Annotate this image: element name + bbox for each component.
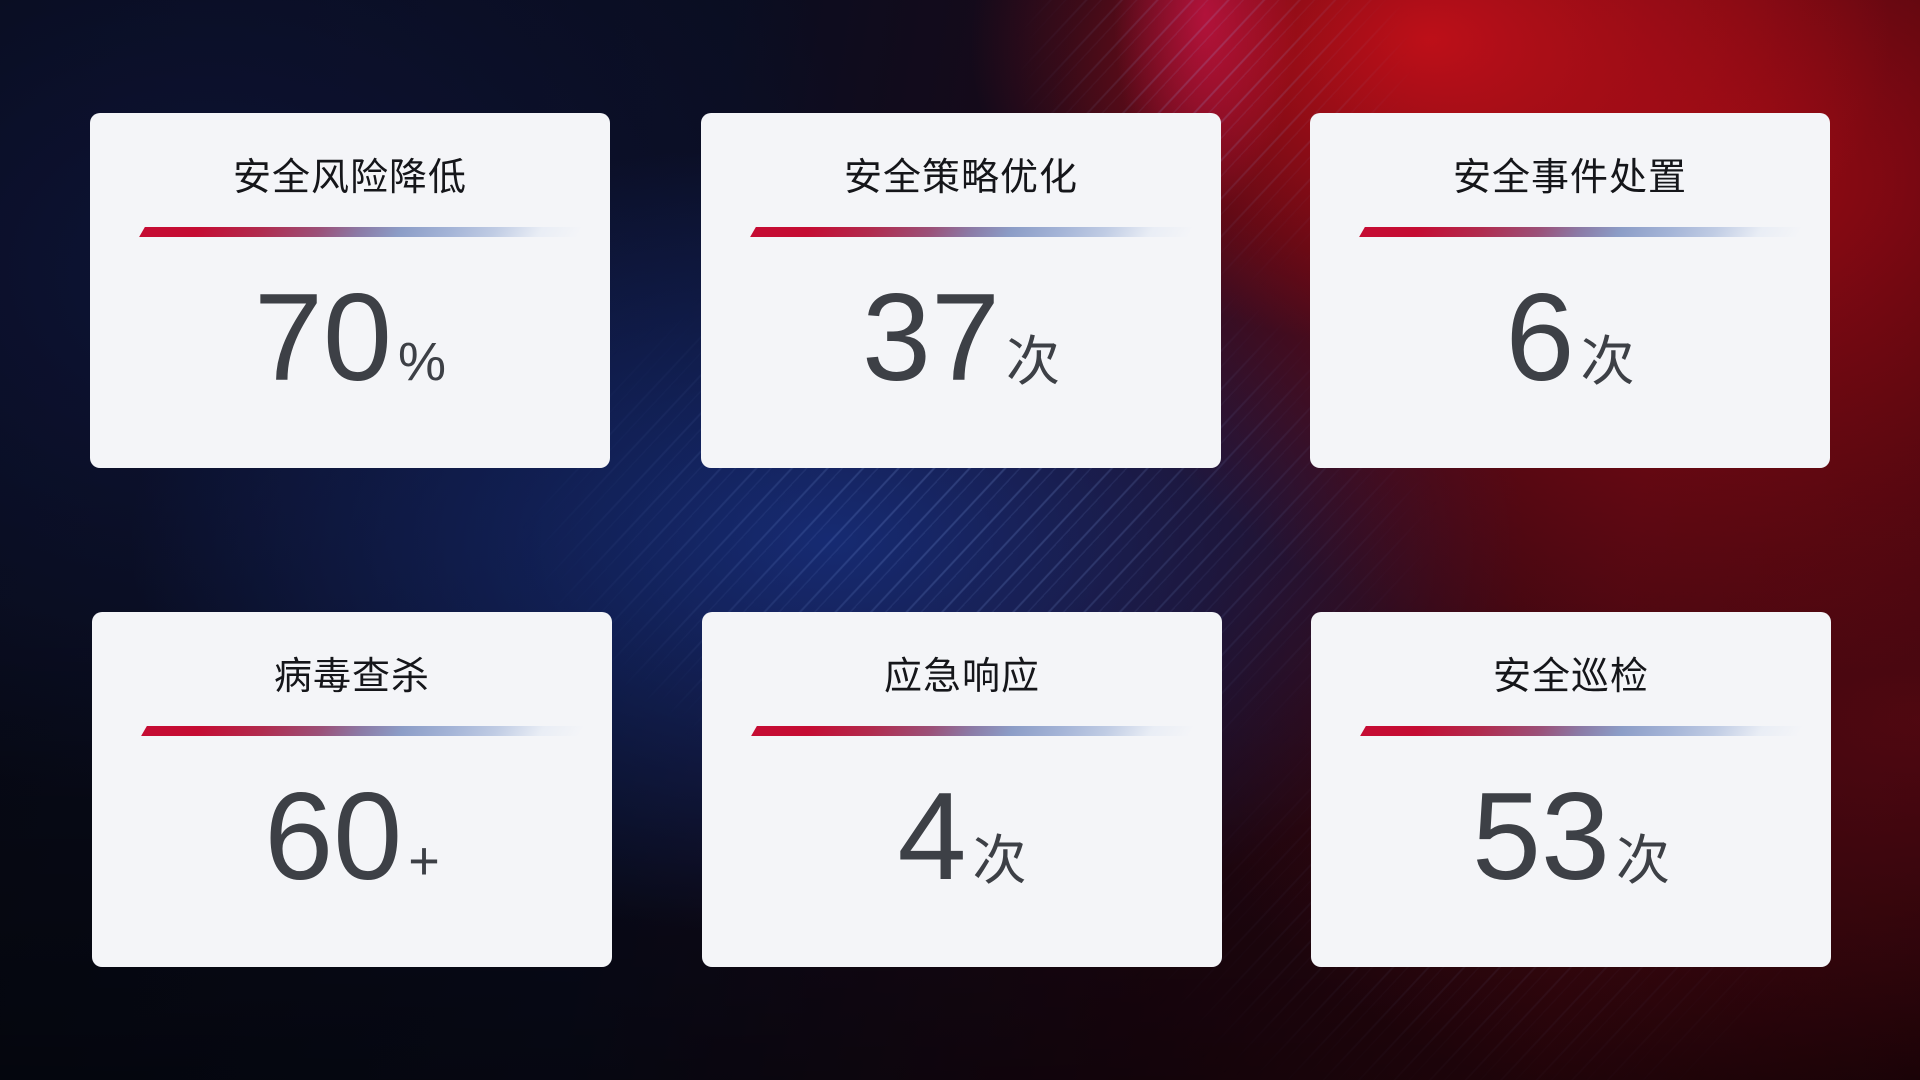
card-value: 37 [862,269,1000,407]
card-value-row: 37 次 [701,276,1221,400]
card-title: 应急响应 [883,656,1040,698]
card-value-row: 4 次 [702,775,1222,899]
card-divider [1359,227,1817,237]
card-title: 安全策略优化 [843,157,1078,199]
stat-card-security-inspection: 安全巡检 53 次 [1311,612,1831,967]
card-unit: + [408,831,440,891]
card-divider [751,726,1209,736]
card-title: 病毒查杀 [273,656,430,698]
card-value: 53 [1472,768,1610,906]
card-value-row: 53 次 [1311,775,1831,899]
card-divider [1360,726,1818,736]
card-value-row: 70 % [90,276,610,400]
card-value-row: 60 + [92,775,612,899]
card-divider [750,227,1208,237]
card-value-row: 6 次 [1310,276,1830,400]
card-unit: % [397,332,446,392]
card-value: 6 [1505,269,1575,407]
card-unit: 次 [972,831,1027,891]
card-divider [141,726,599,736]
card-unit: 次 [1005,332,1060,392]
stat-card-virus-scan: 病毒查杀 60 + [92,612,612,967]
card-title: 安全风险降低 [232,157,467,199]
stat-card-policy-optimization: 安全策略优化 37 次 [701,113,1221,468]
card-unit: 次 [1580,332,1635,392]
stat-card-risk-reduction: 安全风险降低 70 % [90,113,610,468]
card-value: 4 [897,768,967,906]
card-unit: 次 [1615,831,1670,891]
stat-card-emergency-response: 应急响应 4 次 [702,612,1222,967]
card-title: 安全巡检 [1492,656,1649,698]
card-value: 60 [264,768,403,906]
card-title: 安全事件处置 [1452,157,1687,199]
card-divider [139,227,597,237]
stat-card-incident-handling: 安全事件处置 6 次 [1310,113,1830,468]
card-value: 70 [254,269,392,407]
